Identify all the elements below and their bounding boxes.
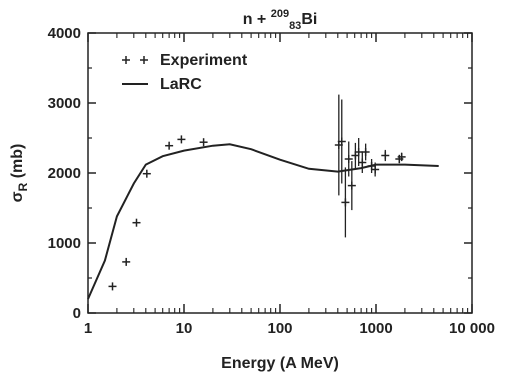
legend-label: Experiment bbox=[160, 52, 248, 69]
x-axis-title: Energy (A MeV) bbox=[221, 355, 339, 372]
experiment-point bbox=[361, 143, 370, 161]
larc-curve bbox=[87, 143, 439, 300]
series-layer bbox=[87, 94, 439, 300]
legend: Experiment LaRC bbox=[122, 52, 248, 93]
y-axis-subscript: R bbox=[16, 182, 30, 191]
experiment-point bbox=[108, 282, 117, 291]
x-tick-label: 10 bbox=[176, 320, 193, 337]
y-axis-symbol: σ bbox=[9, 191, 26, 202]
experiment-point bbox=[165, 141, 174, 150]
experiment-point bbox=[122, 257, 131, 266]
experiment-point bbox=[354, 138, 363, 166]
experiment-point bbox=[177, 135, 186, 144]
legend-label: LaRC bbox=[160, 76, 202, 93]
y-axis-title: σR (mb) bbox=[9, 144, 30, 203]
x-tick-label: 1 bbox=[84, 320, 92, 337]
experiment-point bbox=[142, 169, 151, 178]
title-mass-number: 209 bbox=[271, 8, 289, 20]
y-axis-unit: (mb) bbox=[9, 144, 26, 183]
experiment-point bbox=[199, 138, 208, 147]
experiment-point bbox=[397, 152, 406, 162]
title-atomic-number: 83 bbox=[289, 20, 301, 32]
y-tick-label: 2000 bbox=[48, 165, 81, 182]
y-tick-label: 1000 bbox=[48, 235, 81, 252]
experiment-point bbox=[132, 218, 141, 227]
title-element: Bi bbox=[301, 11, 317, 28]
experiment-point bbox=[381, 149, 390, 162]
x-tick-label: 100 bbox=[267, 320, 292, 337]
y-tick-label: 0 bbox=[73, 305, 81, 322]
x-tick-label: 10 000 bbox=[449, 320, 495, 337]
y-tick-label: 4000 bbox=[48, 25, 81, 42]
x-tick-label: 1000 bbox=[359, 320, 392, 337]
experiment-point bbox=[358, 152, 367, 173]
y-tick-label: 3000 bbox=[48, 95, 81, 112]
experiment-point bbox=[337, 99, 346, 184]
axis-ticks: 0 1000 2000 3000 4000 1 10 100 1000 10 000 bbox=[48, 25, 495, 337]
experiment-point bbox=[341, 167, 350, 238]
chart-title: n + 20983Bi bbox=[243, 8, 318, 32]
title-prefix: n + bbox=[243, 11, 271, 28]
